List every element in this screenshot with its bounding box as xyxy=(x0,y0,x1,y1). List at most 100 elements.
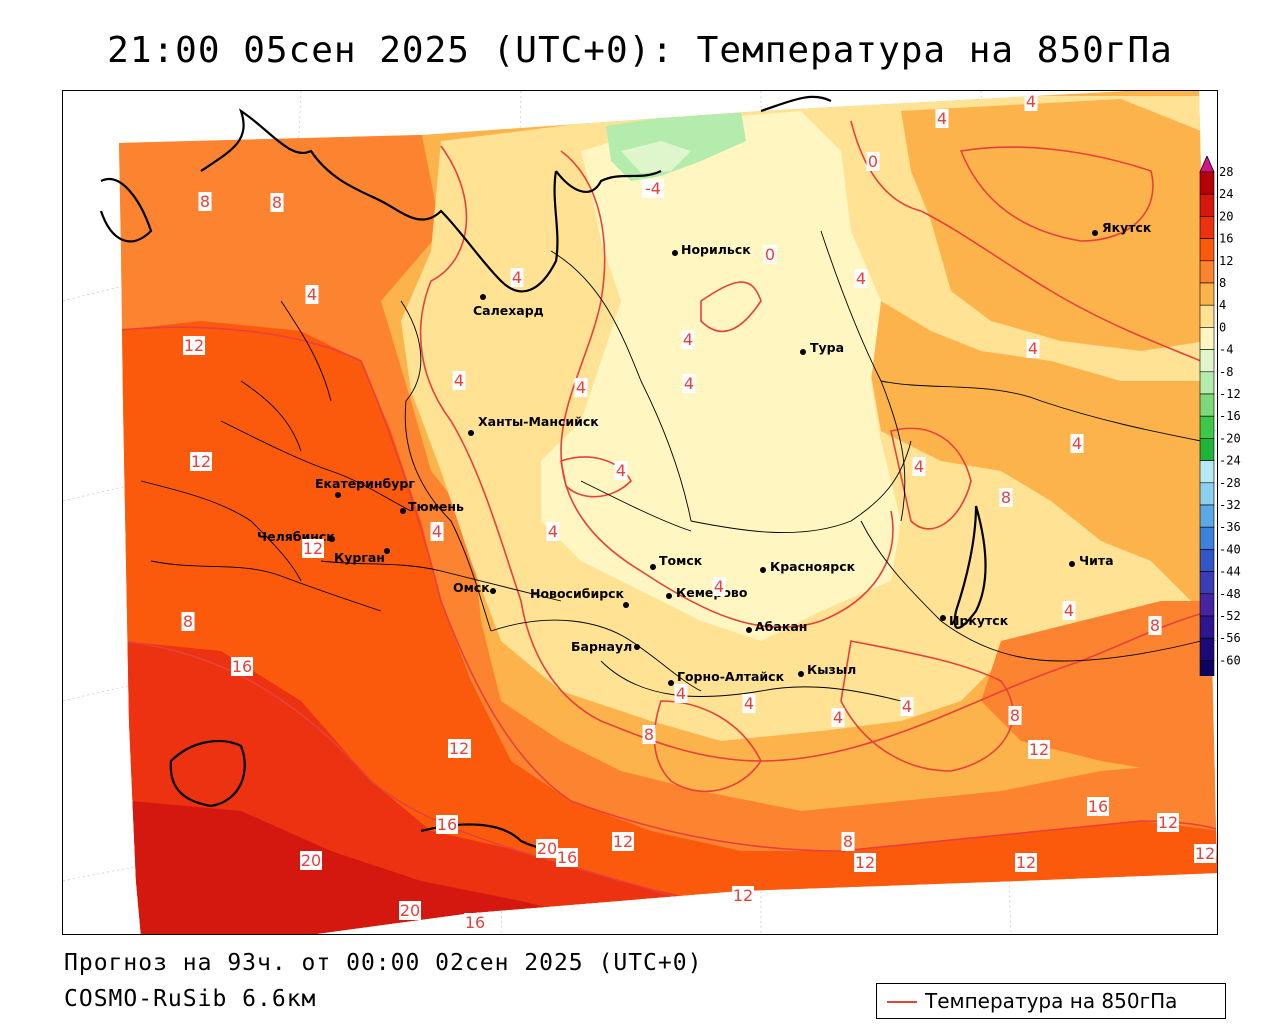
isotherm-label: 12 xyxy=(1195,844,1215,863)
city-tomsk[interactable]: Томск xyxy=(650,553,703,570)
colorbar-swatch xyxy=(1199,549,1215,572)
isotherm-label-bg xyxy=(1024,92,1038,111)
isotherm-label: 20 xyxy=(301,851,321,870)
isotherm-label-bg xyxy=(854,853,876,872)
isotherm-label-bg xyxy=(712,577,726,596)
isotherm-label-bg xyxy=(198,192,212,211)
colorbar-swatch xyxy=(1199,482,1215,506)
city-chita[interactable]: Чита xyxy=(1069,553,1114,568)
city-kyzyl[interactable]: Кызыл xyxy=(798,662,856,677)
isotherm-label: 4 xyxy=(714,577,724,596)
city-norilsk[interactable]: Норильск xyxy=(672,242,751,257)
isotherm-label-bg xyxy=(999,488,1013,507)
isotherm-label: 4 xyxy=(902,697,912,716)
city-tyumen[interactable]: Тюмень xyxy=(400,499,464,514)
colorbar-tick-label: -8 xyxy=(1219,365,1233,379)
colorbar-tick-label: 4 xyxy=(1219,298,1226,312)
colorbar-tick-label: -24 xyxy=(1219,454,1241,468)
isotherm-label-bg xyxy=(831,708,845,727)
city-yekaterinburg[interactable]: Екатеринбург xyxy=(315,476,415,498)
city-barnaul[interactable]: Барнаул xyxy=(571,639,640,654)
city-label-salekhard: Салехард xyxy=(473,303,544,318)
isotherm-label: 12 xyxy=(855,853,875,872)
city-label-kyzyl: Кызыл xyxy=(807,662,856,677)
isotherm-label: 4 xyxy=(744,694,754,713)
city-label-omsk: Омск xyxy=(453,580,490,595)
colorbar-tick-label: -48 xyxy=(1219,587,1241,601)
colorbar-swatch xyxy=(1199,393,1215,417)
isotherm-label: 12 xyxy=(449,739,469,758)
temperature-map[interactable]: Норильск Якутск Салехард Тура Ханты-Манс… xyxy=(62,90,1218,935)
isotherm-label-bg xyxy=(430,522,444,541)
isotherm-label-bg xyxy=(231,657,253,676)
city-gorno-altaysk[interactable]: Горно-Алтайск xyxy=(668,669,785,686)
isotherm-label-bg xyxy=(452,371,466,390)
isotherm-label-bg xyxy=(300,851,322,870)
isotherm-label-bg xyxy=(1148,616,1162,635)
city-yakutsk[interactable]: Якутск xyxy=(1092,220,1152,236)
city-irkutsk[interactable]: Иркутск xyxy=(940,613,1009,628)
city-abakan[interactable]: Абакан xyxy=(746,619,807,634)
temperature-field xyxy=(119,91,1217,934)
isotherm-label: 16 xyxy=(557,848,577,867)
isotherm-label-bg xyxy=(536,839,558,858)
city-novosibirsk[interactable]: Новосибирск xyxy=(530,586,629,608)
city-label-novosibirsk: Новосибирск xyxy=(530,586,625,601)
isotherm-label-bg xyxy=(1008,706,1022,725)
city-kemerovo[interactable]: Кемерово xyxy=(666,585,748,600)
city-krasnoyarsk[interactable]: Красноярск xyxy=(760,559,856,574)
city-label-barnaul: Барнаул xyxy=(571,639,632,654)
colorbar-tick-label: 16 xyxy=(1219,232,1233,246)
isotherm-label-bg xyxy=(732,886,754,905)
colorbar-swatch xyxy=(1199,615,1215,639)
city-label-yakutsk: Якутск xyxy=(1102,220,1152,235)
colorbar-tick-label: 8 xyxy=(1219,276,1226,290)
city-label-tyumen: Тюмень xyxy=(408,499,464,514)
colorbar-swatch xyxy=(1199,282,1215,306)
isotherm-label: 4 xyxy=(512,268,522,287)
colorbar-swatch xyxy=(1199,371,1215,395)
isotherm-label: 4 xyxy=(576,378,586,397)
isotherm-label: 4 xyxy=(548,522,558,541)
isotherm-label: 0 xyxy=(868,152,878,171)
isotherm-label-bg xyxy=(183,336,205,355)
colorbar-tick-label: -12 xyxy=(1219,387,1241,401)
colorbar-swatch xyxy=(1199,438,1215,461)
colorbar-tick-label: -36 xyxy=(1219,520,1241,534)
colorbar-tick-label: -52 xyxy=(1219,609,1241,623)
isotherm-label: 4 xyxy=(1028,339,1038,358)
colorbar-swatch xyxy=(1199,260,1215,284)
isotherm-label: 4 xyxy=(676,684,686,703)
colorbar-swatch xyxy=(1199,593,1215,617)
isotherm-label: 16 xyxy=(437,815,457,834)
city-label-krasnoyarsk: Красноярск xyxy=(770,559,856,574)
map-legend: Температура на 850гПа xyxy=(876,983,1226,1019)
temperature-colorbar: 28 24 20 16 12 8 4 0 -4 -8 -12 -16 -20 -24 -28 -32 -36 -4… xyxy=(1199,156,1241,676)
isotherm-label-bg xyxy=(674,684,688,703)
city-kurgan[interactable]: Курган xyxy=(334,548,390,565)
isotherm-label-bg xyxy=(305,285,319,304)
colorbar-swatch xyxy=(1199,238,1215,262)
isotherm-label-bg xyxy=(1157,813,1179,832)
colorbar-swatch xyxy=(1199,637,1215,661)
city-salekhard[interactable]: Салехард xyxy=(473,294,544,318)
isotherm-label: 8 xyxy=(200,192,210,211)
colorbar-swatch xyxy=(1199,193,1215,217)
colorbar-swatch xyxy=(1199,660,1215,676)
colorbar-tick-label: -20 xyxy=(1219,431,1241,445)
city-label-chita: Чита xyxy=(1079,553,1114,568)
colorbar-swatch xyxy=(1199,460,1215,484)
colorbar-swatch xyxy=(1199,415,1215,439)
isotherm-label-bg xyxy=(642,725,656,744)
city-label-kurgan: Курган xyxy=(334,550,385,565)
isotherm-label: 12 xyxy=(303,539,323,558)
isotherm-label: 8 xyxy=(1010,706,1020,725)
city-omsk[interactable]: Омск xyxy=(453,580,496,595)
city-label-tomsk: Томск xyxy=(659,553,703,568)
legend-line-swatch xyxy=(887,1001,917,1003)
city-label-norilsk: Норильск xyxy=(681,242,751,257)
isotherm-label-bg xyxy=(681,330,695,349)
isotherm-label: 12 xyxy=(184,336,204,355)
city-tura[interactable]: Тура xyxy=(800,340,844,355)
city-khanty-mansiysk[interactable]: Ханты-Мансийск xyxy=(468,414,599,436)
